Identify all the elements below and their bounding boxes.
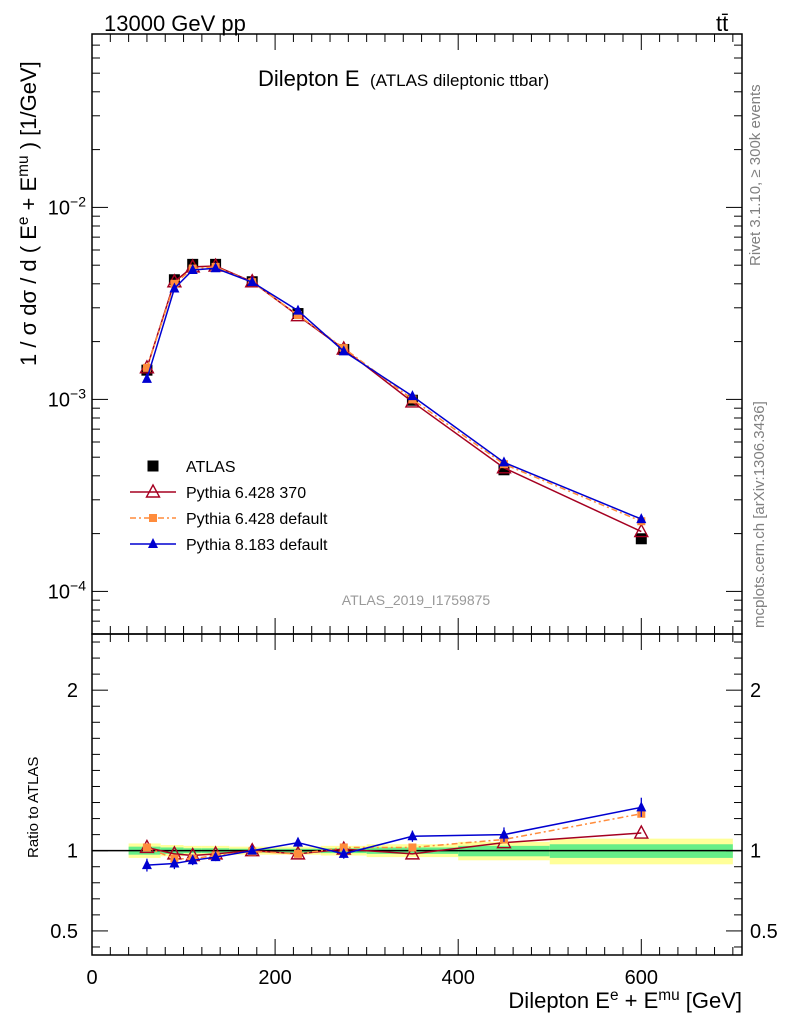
legend-marker-pythia-6-428-370 <box>145 483 161 498</box>
main-point-pythia-8-183-default <box>292 304 303 315</box>
ratio-point-pythia-8-183-default <box>292 836 303 847</box>
x-tick-label: 600 <box>625 967 658 989</box>
ratio-y-tick-label-right: 0.5 <box>750 921 778 943</box>
main-point-atlas <box>635 533 647 545</box>
main-point-pythia-6-428-370 <box>633 523 649 538</box>
analysis-tag: ATLAS_2019_I1759875 <box>342 592 491 608</box>
ratio-point-pythia-8-183-default <box>498 828 509 839</box>
ratio-point-pythia-8-183-default <box>247 844 258 855</box>
ratio-plot-frame <box>91 633 743 956</box>
main-point-pythia-8-183-default <box>338 345 349 356</box>
main-point-pythia-8-183-default <box>187 264 198 275</box>
mcplots-label: mcplots.cern.ch [arXiv:1306.3436] <box>751 401 768 628</box>
main-chart-title: Dilepton E <box>258 66 360 91</box>
legend-label-atlas: ATLAS <box>186 459 236 476</box>
ratio-point-pythia-6-428-370 <box>633 824 649 839</box>
main-point-pythia-8-183-default <box>407 390 418 401</box>
main-point-pythia-8-183-default <box>247 276 258 287</box>
ratio-point-pythia-6-428-370 <box>404 845 421 860</box>
main-line-pythia-8-183-default <box>146 267 642 520</box>
ratio-y-tick-label-left: 0.5 <box>50 921 78 943</box>
ratio-point-pythia-6-428-default <box>339 843 348 852</box>
ratio-y-axis-label: Ratio to ATLAS <box>25 757 42 858</box>
ratio-point-pythia-8-183-default <box>338 847 349 858</box>
ratio-y-tick-label-right: 1 <box>750 841 761 863</box>
header-left-label: 13000 GeV pp <box>104 11 246 36</box>
ratio-y-tick-label-left: 2 <box>67 680 78 702</box>
ratio-point-pythia-8-183-default <box>169 857 180 868</box>
main-point-pythia-8-183-default <box>210 262 221 273</box>
x-tick-label: 400 <box>442 967 475 989</box>
ratio-y-tick-label-right: 2 <box>750 680 761 702</box>
legend-label-pythia-8-183-default: Pythia 8.183 default <box>186 537 328 554</box>
main-line-pythia-6-428-370 <box>146 265 642 533</box>
legend-marker-pythia-8-183-default <box>148 538 158 548</box>
main-point-atlas <box>498 464 510 476</box>
x-tick-label: 200 <box>258 967 291 989</box>
main-point-pythia-8-183-default <box>169 282 180 293</box>
main-line-pythia-6-428-default <box>146 266 642 522</box>
header-right-label: tt̄ <box>716 11 728 36</box>
legend-label-pythia-6-428-default: Pythia 6.428 default <box>186 511 328 528</box>
main-point-atlas <box>168 274 180 286</box>
ratio-point-pythia-6-428-default <box>142 843 151 852</box>
legend-label-pythia-6-428-370: Pythia 6.428 370 <box>186 485 306 502</box>
ratio-y-tick-label-left: 1 <box>67 841 78 863</box>
main-point-pythia-8-183-default <box>636 513 647 524</box>
legend-marker-pythia-6-428-default <box>149 514 157 522</box>
ratio-point-pythia-8-183-default <box>636 801 647 812</box>
ratio-line-pythia-8-183-default <box>146 806 642 866</box>
ratio-point-pythia-8-183-default <box>407 830 418 841</box>
x-axis-label: Dilepton Ee + Emu [GeV] <box>508 987 742 1014</box>
main-point-pythia-6-428-default <box>293 311 302 320</box>
main-chart-subtitle: (ATLAS dileptonic ttbar) <box>370 71 549 90</box>
ratio-point-pythia-6-428-default <box>408 843 417 852</box>
legend-marker-atlas <box>147 460 159 472</box>
main-point-pythia-8-183-default <box>498 456 509 467</box>
rivet-label: Rivet 3.1.10, ≥ 300k events <box>747 84 764 266</box>
y-tick-label: 10−3 <box>48 385 86 411</box>
y-tick-label: 10−2 <box>48 193 86 219</box>
ratio-point-pythia-8-183-default <box>210 851 221 862</box>
x-tick-label: 0 <box>86 967 97 989</box>
ratio-point-pythia-8-183-default <box>141 859 152 870</box>
y-axis-label: 1 / σ dσ / d ( Ee + Emu ) [1/GeV] <box>15 61 42 366</box>
main-point-pythia-8-183-default <box>141 372 152 383</box>
y-tick-label: 10−4 <box>48 577 86 603</box>
main-point-pythia-6-428-default <box>142 363 151 372</box>
ratio-line-pythia-6-428-default <box>146 813 642 860</box>
ratio-point-pythia-8-183-default <box>187 854 198 865</box>
ratio-point-pythia-6-428-default <box>293 849 302 858</box>
